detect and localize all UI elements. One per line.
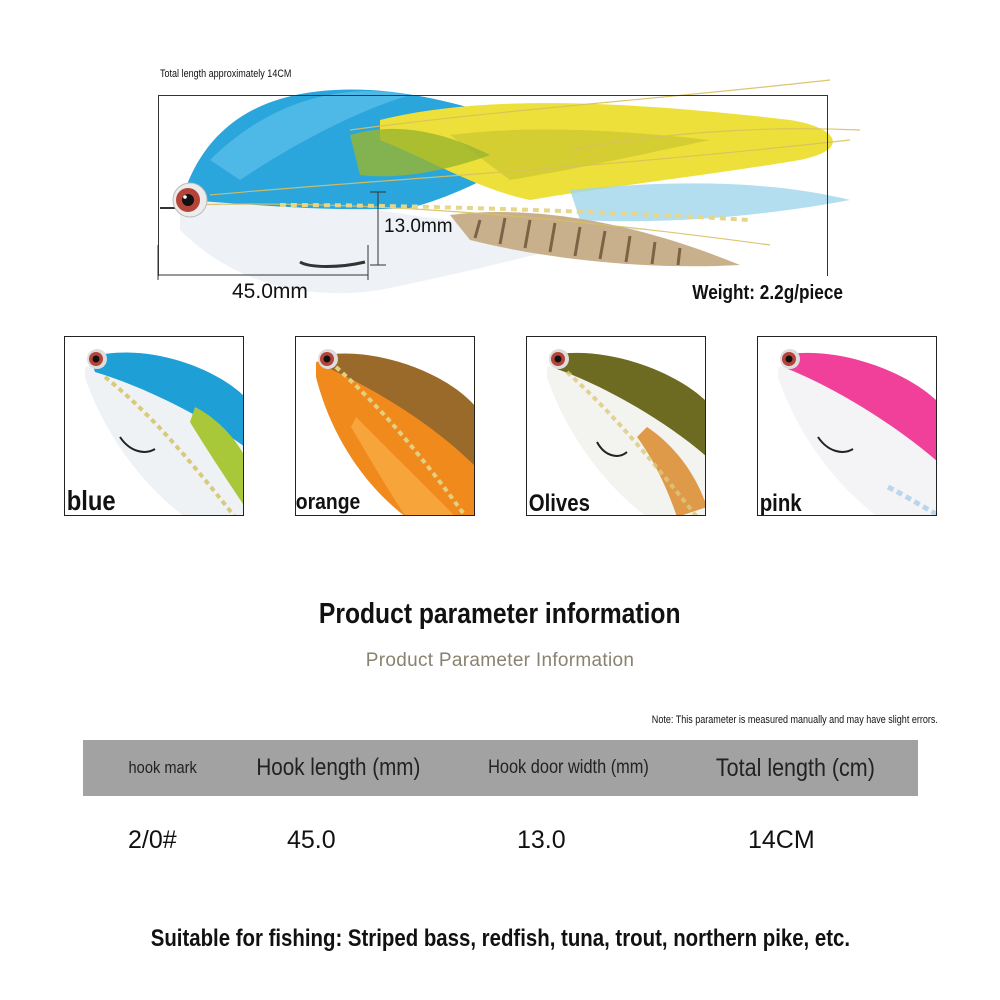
header-hook-mark: hook mark [128, 758, 197, 777]
section-title: Product parameter information [319, 598, 681, 630]
parameter-table-header: hook mark Hook length (mm) Hook door wid… [83, 740, 918, 796]
orange-fly-image [316, 349, 474, 515]
variant-label-pink: pink [758, 490, 807, 515]
cell-hook-length: 45.0 [287, 826, 336, 854]
variant-thumb-pink[interactable]: pink [757, 336, 937, 516]
suitable-for-fishing: Suitable for fishing: Striped bass, redf… [150, 925, 850, 952]
variant-label-blue: blue [65, 485, 121, 515]
fly-lure-illustration [157, 79, 861, 294]
variant-thumb-olives[interactable]: Olives [526, 336, 706, 516]
pink-fly-image [778, 349, 936, 515]
cell-hook-mark: 2/0# [128, 826, 177, 854]
hook-gap-measurement: 13.0mm [384, 216, 453, 237]
hook-length-measurement: 45.0mm [232, 280, 308, 303]
variant-thumb-blue[interactable]: blue [64, 336, 244, 516]
weight-label: Weight: 2.2g/piece [692, 282, 843, 304]
cell-hook-door-width: 13.0 [517, 826, 566, 854]
section-subtitle: Product Parameter Information [365, 650, 635, 671]
total-length-label: Total length approximately 14CM [160, 68, 292, 80]
header-hook-door-width: Hook door width (mm) [488, 757, 649, 778]
variant-label-orange: orange [296, 489, 366, 515]
variant-label-olives: Olives [527, 490, 596, 515]
measurement-note: Note: This parameter is measured manuall… [651, 714, 938, 726]
header-hook-length: Hook length (mm) [256, 754, 421, 781]
cell-total-length: 14CM [748, 826, 815, 854]
header-total-length: Total length (cm) [715, 754, 875, 782]
olive-fly-image [547, 349, 705, 515]
variant-thumb-orange[interactable]: orange [295, 336, 475, 516]
blue-fly-image [85, 349, 243, 515]
total-length-bracket [158, 95, 828, 276]
